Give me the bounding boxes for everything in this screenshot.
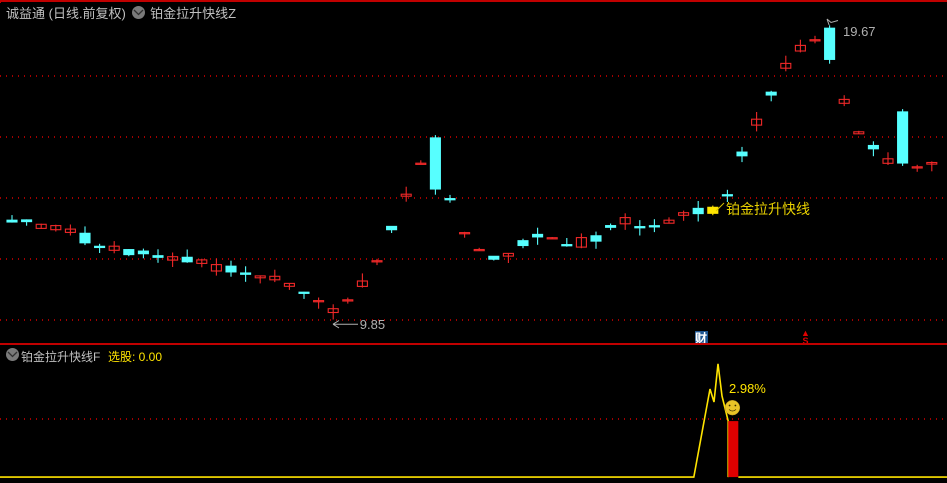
svg-text:财: 财: [695, 331, 707, 343]
